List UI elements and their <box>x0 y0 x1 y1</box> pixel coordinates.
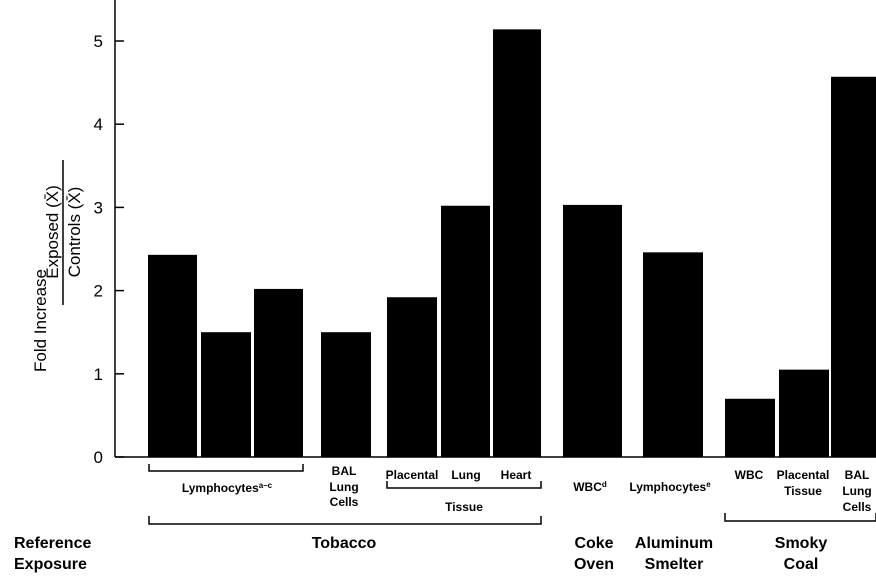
group-brackets: Tissue <box>148 464 876 525</box>
category-label: WBC <box>735 468 764 482</box>
bar <box>779 369 829 457</box>
exposure-label: Smoky <box>775 535 828 552</box>
bar <box>831 76 876 457</box>
tobacco-bracket <box>148 516 542 525</box>
y-tick-label: 0 <box>94 448 103 467</box>
smoky-coal-bracket <box>724 513 876 522</box>
exposure-labels: Reference Exposure Tobacco Coke Oven Aluminum… <box>14 535 827 573</box>
bars <box>148 29 876 458</box>
category-label: Heart <box>501 468 532 482</box>
category-label: BAL <box>845 468 870 482</box>
y-tick-label: 1 <box>94 365 103 384</box>
category-label: WBCd <box>573 480 607 495</box>
bar <box>201 332 251 457</box>
y-axis-label-numerator: Exposed (X̄) <box>43 185 62 279</box>
category-label: Tissue <box>784 484 822 498</box>
exposure-label: Coke <box>574 535 613 552</box>
y-tick-label: 2 <box>94 282 103 301</box>
exposure-label: Oven <box>574 556 614 573</box>
y-tick-label: 3 <box>94 198 103 217</box>
bar <box>321 332 371 457</box>
category-label: Lymphocytesa–c <box>182 481 273 496</box>
category-label: Placental <box>386 468 439 482</box>
y-axis-label: Fold Increase Exposed (X̄) Controls (X̄) <box>31 160 84 372</box>
bar <box>254 288 303 457</box>
exposure-label: Smelter <box>645 556 704 573</box>
y-axis-label-prefix: Fold Increase <box>31 269 50 372</box>
category-label: BAL <box>332 464 357 478</box>
exposure-label: Tobacco <box>312 535 377 552</box>
reference-label: Exposure <box>14 556 87 573</box>
bar <box>493 29 541 458</box>
group-label: Tissue <box>445 500 483 514</box>
category-label: Lung <box>842 484 871 498</box>
y-tick-label: 4 <box>94 115 103 134</box>
category-label: Lung <box>451 468 480 482</box>
category-label: Lung <box>329 480 358 494</box>
bar <box>441 205 490 457</box>
exposure-label: Coal <box>784 556 819 573</box>
bar <box>643 252 703 457</box>
category-label: Cells <box>330 495 359 509</box>
category-label: Lymphocytese <box>629 480 711 495</box>
category-label: Placental <box>777 468 830 482</box>
exposure-label: Aluminum <box>635 535 713 552</box>
y-axis-label-denominator: Controls (X̄) <box>65 187 84 278</box>
lymphocytes-bracket <box>148 464 304 472</box>
bar <box>148 254 197 457</box>
bar <box>563 204 622 457</box>
tissue-bracket <box>386 481 542 489</box>
category-label: Cells <box>843 500 872 514</box>
y-tick-label: 5 <box>94 32 103 51</box>
bar <box>725 398 775 457</box>
bar <box>387 297 437 457</box>
reference-label: Reference <box>14 535 91 552</box>
